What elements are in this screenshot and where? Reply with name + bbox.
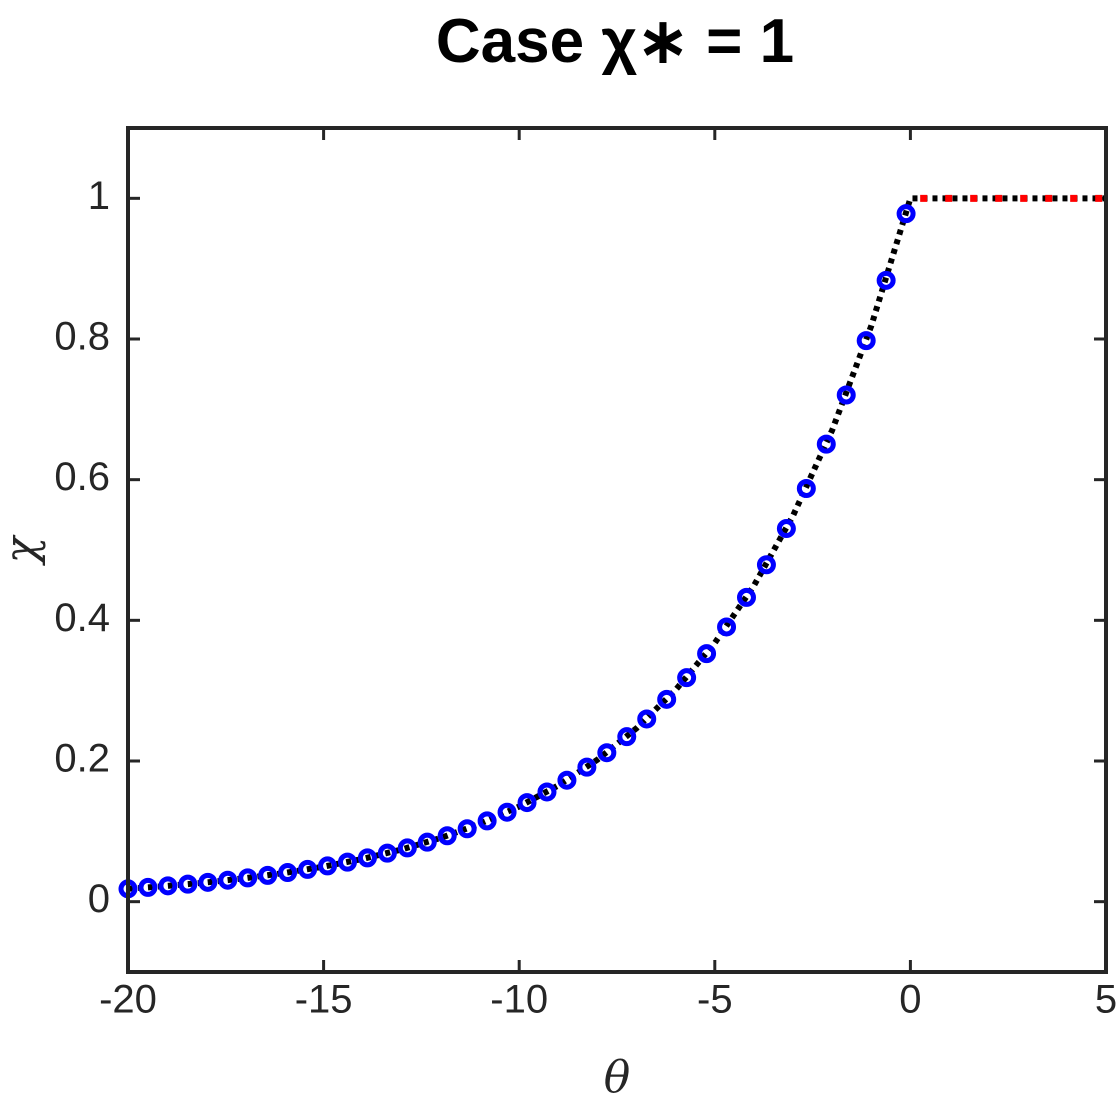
x-tick-label: -20 xyxy=(99,978,157,1022)
data-point xyxy=(617,727,637,747)
data-point xyxy=(876,270,896,290)
data-point xyxy=(697,644,717,664)
y-tick-label: 1 xyxy=(88,174,110,218)
data-point xyxy=(896,204,916,224)
data-point xyxy=(816,434,836,454)
data-point xyxy=(337,852,357,872)
data-point xyxy=(258,865,278,885)
data-point xyxy=(637,709,657,729)
data-point xyxy=(377,843,397,863)
data-point xyxy=(357,848,377,868)
x-tick-label: 5 xyxy=(1095,978,1117,1022)
y-tick-label: 0.4 xyxy=(54,596,110,640)
data-point xyxy=(497,802,517,822)
data-point xyxy=(278,863,298,883)
x-tick-label: -5 xyxy=(697,978,733,1022)
data-point xyxy=(796,479,816,499)
data-point xyxy=(657,689,677,709)
x-tick-label: -15 xyxy=(295,978,353,1022)
data-point xyxy=(756,555,776,575)
chart-title: Case χ∗ = 1 xyxy=(436,7,794,76)
plot-frame xyxy=(126,126,1108,974)
data-point xyxy=(677,668,697,688)
data-point xyxy=(318,856,338,876)
data-point xyxy=(517,793,537,813)
data-point xyxy=(238,868,258,888)
y-tick-label: 0.8 xyxy=(54,315,110,359)
data-point xyxy=(298,859,318,879)
data-point xyxy=(158,876,178,896)
data-point xyxy=(736,587,756,607)
y-axis-label: χ xyxy=(0,534,47,566)
data-point xyxy=(776,519,796,539)
data-point xyxy=(577,757,597,777)
y-tick-label: 0.2 xyxy=(54,737,110,781)
data-line xyxy=(127,195,1106,892)
data-point xyxy=(597,743,617,763)
data-point xyxy=(856,331,876,351)
data-point xyxy=(218,870,238,890)
data-point xyxy=(457,819,477,839)
x-tick-label: 0 xyxy=(899,978,921,1022)
data-point xyxy=(717,617,737,637)
data-point xyxy=(178,874,198,894)
data-point xyxy=(836,385,856,405)
y-tick-label: 0 xyxy=(88,877,110,921)
data-point xyxy=(437,826,457,846)
y-tick-label: 0.6 xyxy=(54,455,110,499)
data-point xyxy=(397,838,417,858)
x-tick-label: -10 xyxy=(490,978,548,1022)
x-axis-label: θ xyxy=(604,1052,631,1103)
data-point xyxy=(537,782,557,802)
data-point xyxy=(198,872,218,892)
data-point xyxy=(417,832,437,852)
data-point xyxy=(477,811,497,831)
data-point xyxy=(557,770,577,790)
data-point xyxy=(138,877,158,897)
